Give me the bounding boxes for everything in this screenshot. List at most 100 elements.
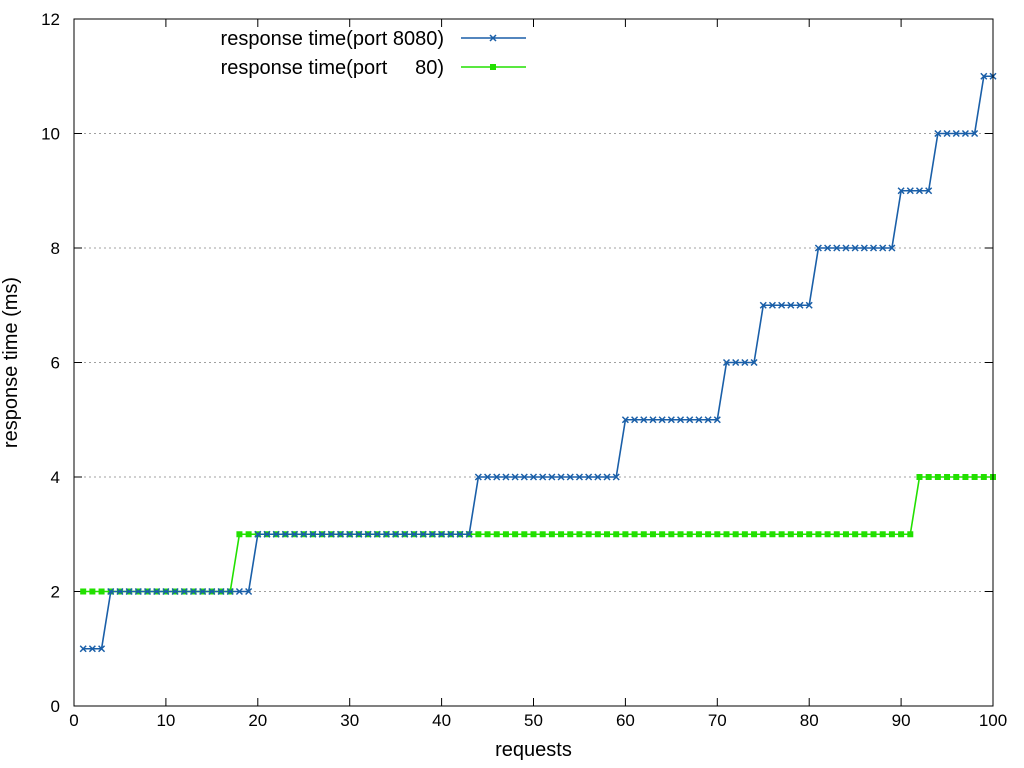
x-tick-label: 50 <box>524 711 543 730</box>
data-point <box>769 531 776 538</box>
data-point <box>805 301 813 309</box>
data-point <box>741 358 749 367</box>
data-point <box>879 244 887 252</box>
plot-frame <box>73 18 994 707</box>
data-point <box>824 244 832 252</box>
data-point <box>419 530 427 538</box>
x-axis-label: requests <box>495 739 572 761</box>
data-point <box>806 531 813 538</box>
data-point <box>897 187 905 195</box>
data-point <box>631 531 638 538</box>
data-point <box>971 129 979 138</box>
x-tick-label: 30 <box>340 711 359 730</box>
data-point <box>797 531 804 538</box>
data-point <box>236 531 243 538</box>
series-layer <box>79 72 997 653</box>
series-1 <box>80 474 996 595</box>
data-point <box>915 187 924 195</box>
data-point <box>677 416 685 424</box>
data-point <box>143 587 152 596</box>
data-point <box>474 473 482 481</box>
data-point <box>842 531 849 538</box>
data-point <box>971 474 978 480</box>
data-point <box>704 416 712 424</box>
data-point <box>89 588 96 595</box>
data-point <box>456 530 464 538</box>
data-point <box>575 473 583 481</box>
data-point <box>833 531 840 538</box>
data-point <box>217 587 225 596</box>
series-0 <box>79 72 997 653</box>
data-point <box>723 531 730 538</box>
data-point <box>162 587 170 596</box>
data-point <box>815 531 822 538</box>
data-point <box>759 301 767 309</box>
data-point <box>208 587 216 596</box>
data-point <box>291 530 299 538</box>
x-tick-label: 20 <box>248 711 267 730</box>
data-point <box>438 530 446 538</box>
data-point <box>512 531 519 538</box>
data-point <box>649 531 656 538</box>
data-point <box>750 358 758 367</box>
data-point <box>898 531 905 538</box>
data-point <box>521 531 528 538</box>
data-point <box>272 530 280 538</box>
data-point <box>870 531 877 538</box>
data-point <box>585 473 593 481</box>
data-point <box>134 587 142 596</box>
data-point <box>833 244 841 252</box>
data-point <box>594 473 602 481</box>
legend-swatch-marker <box>490 64 496 70</box>
data-point <box>713 416 721 424</box>
data-point <box>824 531 831 538</box>
data-point <box>952 129 960 138</box>
data-point <box>557 473 565 481</box>
data-point <box>428 530 436 538</box>
y-tick-label: 0 <box>51 697 60 716</box>
data-point <box>962 474 969 480</box>
data-point <box>98 588 105 595</box>
data-point <box>281 530 289 538</box>
data-point <box>732 358 740 367</box>
data-point <box>447 530 455 538</box>
y-axis-label: response time (ms) <box>0 277 22 448</box>
data-point <box>722 358 731 367</box>
data-point <box>576 531 583 538</box>
data-point <box>364 530 372 538</box>
data-point <box>934 474 941 480</box>
data-point <box>401 530 409 538</box>
data-point <box>814 244 822 252</box>
data-point <box>392 530 400 538</box>
data-point <box>860 244 868 252</box>
data-point <box>107 587 115 596</box>
data-point <box>88 645 96 653</box>
x-tick-label: 40 <box>432 711 451 730</box>
data-point <box>530 531 537 538</box>
data-point <box>373 530 381 538</box>
y-tick-label: 4 <box>51 468 60 487</box>
data-point <box>631 416 639 424</box>
data-point <box>851 244 859 252</box>
data-point <box>953 474 960 480</box>
data-point <box>925 474 932 480</box>
data-point <box>493 473 501 481</box>
data-point <box>980 72 988 80</box>
data-point <box>502 473 510 481</box>
data-point <box>116 587 124 596</box>
data-point <box>869 244 878 252</box>
data-point <box>410 530 418 538</box>
data-point <box>475 531 482 538</box>
data-point <box>907 531 914 538</box>
data-point <box>613 531 620 538</box>
data-point <box>245 587 253 596</box>
data-point <box>511 473 519 481</box>
data-point <box>300 530 308 538</box>
x-tick-label: 90 <box>892 711 911 730</box>
data-point <box>658 416 666 424</box>
legend: response time(port 8080) response time(p… <box>221 28 526 79</box>
data-point <box>567 531 574 538</box>
data-point <box>888 244 896 252</box>
data-point <box>622 531 629 538</box>
